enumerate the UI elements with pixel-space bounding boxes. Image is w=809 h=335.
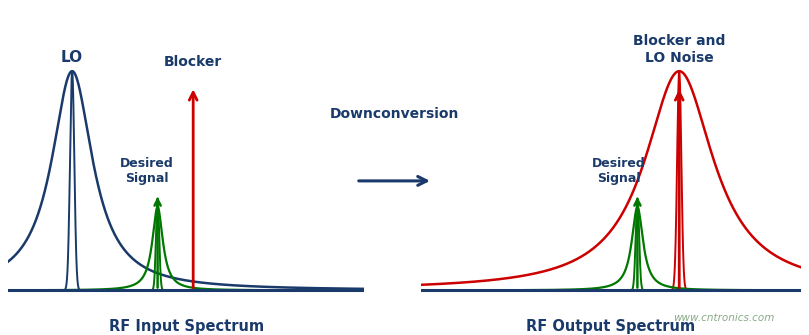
Text: RF Input Spectrum: RF Input Spectrum	[108, 319, 264, 334]
Text: Desired
Signal: Desired Signal	[591, 157, 646, 185]
Text: RF Output Spectrum: RF Output Spectrum	[526, 319, 696, 334]
Text: LO: LO	[61, 50, 83, 65]
Text: Blocker: Blocker	[164, 55, 222, 69]
Text: Blocker and
LO Noise: Blocker and LO Noise	[633, 35, 726, 65]
Text: Desired
Signal: Desired Signal	[120, 157, 174, 185]
Text: Downconversion: Downconversion	[329, 107, 459, 121]
Text: www.cntronics.com: www.cntronics.com	[673, 313, 775, 323]
